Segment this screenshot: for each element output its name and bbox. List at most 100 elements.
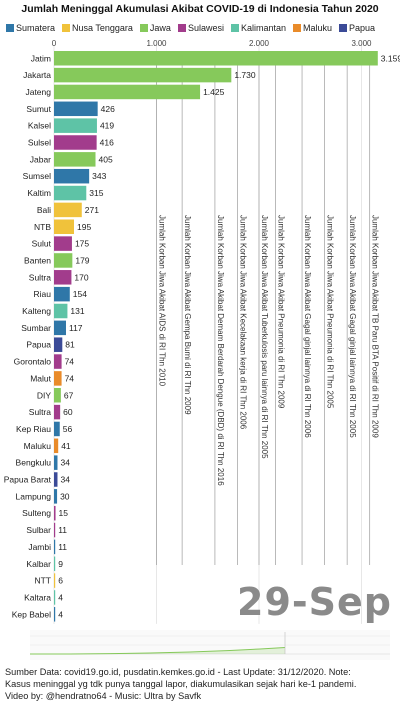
category-label: Kaltim: [27, 188, 51, 198]
bar: [54, 320, 66, 336]
value-label: 56: [63, 424, 73, 434]
footer: Sumber Data: covid19.go.id, pusdatin.kem…: [5, 666, 397, 702]
legend-label: Sulawesi: [187, 23, 224, 33]
value-label: 60: [63, 407, 73, 417]
bar: [54, 219, 74, 234]
category-label: Kep Babel: [12, 609, 51, 619]
legend-item-papua: Papua: [339, 23, 375, 33]
legend-swatch: [230, 24, 239, 32]
category-label: Malut: [30, 373, 51, 383]
x-tick-label: 1.000: [146, 39, 167, 48]
annotation-label: Jumlah Korban Jiwa Akibat Demam Berdarah…: [216, 215, 225, 486]
value-label: 74: [65, 373, 75, 383]
bar-chart: 0 1.000 2.000 3.000 Jumlah Korban Jiwa Akiba…: [4, 39, 400, 624]
value-label: 131: [70, 306, 84, 316]
legend-label: Sumatera: [16, 23, 56, 33]
x-tick-label: 3.000: [351, 39, 372, 48]
bar: [54, 438, 59, 454]
category-label: Sumbar: [21, 323, 51, 333]
category-label: NTT: [34, 576, 51, 586]
category-label: Sulsel: [28, 138, 51, 148]
category-label: Lampung: [16, 491, 52, 501]
footer-credit-line: Video by: @hendratno64 - Music: Ultra by…: [5, 691, 202, 701]
bar: [54, 607, 56, 622]
bar: [54, 421, 60, 437]
category-label: Kalsel: [28, 121, 51, 131]
footer-source-line: Sumber Data: covid19.go.id, pusdatin.kem…: [5, 667, 351, 677]
value-label: 1.730: [234, 70, 256, 80]
value-label: 4: [58, 592, 63, 602]
category-label: Banten: [24, 255, 51, 265]
legend-swatch: [177, 24, 186, 32]
category-label: Sulteng: [22, 508, 51, 518]
category-label: NTB: [34, 222, 51, 232]
legend-swatch: [62, 24, 71, 32]
value-label: 34: [60, 458, 70, 468]
bar: [54, 253, 73, 268]
annotation-label: Jumlah Korban Jiwa Akibat Kecelakaan ker…: [238, 215, 247, 430]
legend-swatch: [6, 24, 14, 32]
bar: [54, 590, 56, 605]
category-label: Kep Riau: [16, 424, 51, 434]
category-label: Gorontalo: [14, 357, 52, 367]
bar: [54, 202, 82, 218]
bar: [54, 539, 56, 555]
x-tick-label: 0: [52, 39, 57, 48]
category-label: Kalbar: [26, 559, 51, 569]
legend-label: Maluku: [303, 23, 333, 33]
value-label: 170: [74, 272, 88, 282]
value-label: 405: [99, 154, 113, 164]
annotation-label: Jumlah Korban Jiwa Akibat Gempa Bumi di …: [183, 215, 192, 415]
category-label: Jateng: [25, 87, 51, 97]
mini-chart-area: [30, 647, 285, 654]
bar: [54, 573, 56, 588]
legend-item-jawa: Jawa: [139, 23, 171, 33]
value-label: 30: [60, 491, 70, 501]
bar: [54, 404, 61, 420]
category-label: Kaltara: [24, 592, 51, 602]
legend-label: Kalimantan: [240, 23, 286, 33]
value-label: 4: [58, 609, 63, 619]
category-label: Sumut: [26, 104, 51, 114]
value-label: 81: [65, 340, 75, 350]
legend-item-nusa-tenggara: Nusa Tenggara: [62, 23, 133, 33]
category-label: Riau: [34, 289, 52, 299]
category-label: Jatim: [31, 53, 51, 63]
value-label: 34: [60, 475, 70, 485]
value-label: 343: [92, 171, 106, 181]
bar: [54, 101, 98, 117]
bar: [54, 152, 96, 167]
value-label: 3.159: [381, 53, 400, 63]
bar: [54, 236, 72, 251]
bar: [54, 84, 201, 100]
annotation-label: Jumlah Korban Jiwa Akibat Pneumonia di R…: [276, 215, 285, 409]
legend-swatch: [339, 24, 348, 32]
annotation-label: Jumlah Korban Jiwa Akibat Tuberkulosis p…: [260, 215, 269, 459]
value-label: 195: [77, 222, 91, 232]
legend-swatch: [293, 24, 301, 32]
category-label: Bengkulu: [16, 458, 52, 468]
bar: [54, 67, 232, 83]
bar: [54, 135, 97, 150]
category-label: Jambi: [28, 542, 51, 552]
bar: [54, 286, 70, 302]
category-label: Jakarta: [23, 70, 51, 80]
value-label: 419: [100, 121, 114, 131]
value-label: 41: [61, 441, 71, 451]
bar: [54, 505, 56, 521]
category-label: Sumsel: [23, 171, 51, 181]
bar: [54, 303, 68, 319]
value-label: 117: [69, 323, 83, 333]
value-label: 74: [65, 357, 75, 367]
category-label: Maluku: [24, 441, 52, 451]
value-label: 315: [89, 188, 103, 198]
annotation-label: Jumlah Korban Jiwa Akibat Gagal ginjal l…: [348, 215, 357, 438]
x-tick-label: 2.000: [249, 39, 270, 48]
bar: [54, 354, 62, 369]
footer-note-line: Kasus meninggal yg tdk punya tanggal lap…: [5, 679, 357, 689]
mini-timeline-chart: [30, 630, 390, 660]
legend-item-sulawesi: Sulawesi: [177, 23, 224, 33]
category-label: Papua: [26, 340, 51, 350]
bar: [54, 51, 378, 66]
annotation-label: Jumlah Korban Jiwa Akibat TB Paru BTA Po…: [371, 215, 380, 438]
